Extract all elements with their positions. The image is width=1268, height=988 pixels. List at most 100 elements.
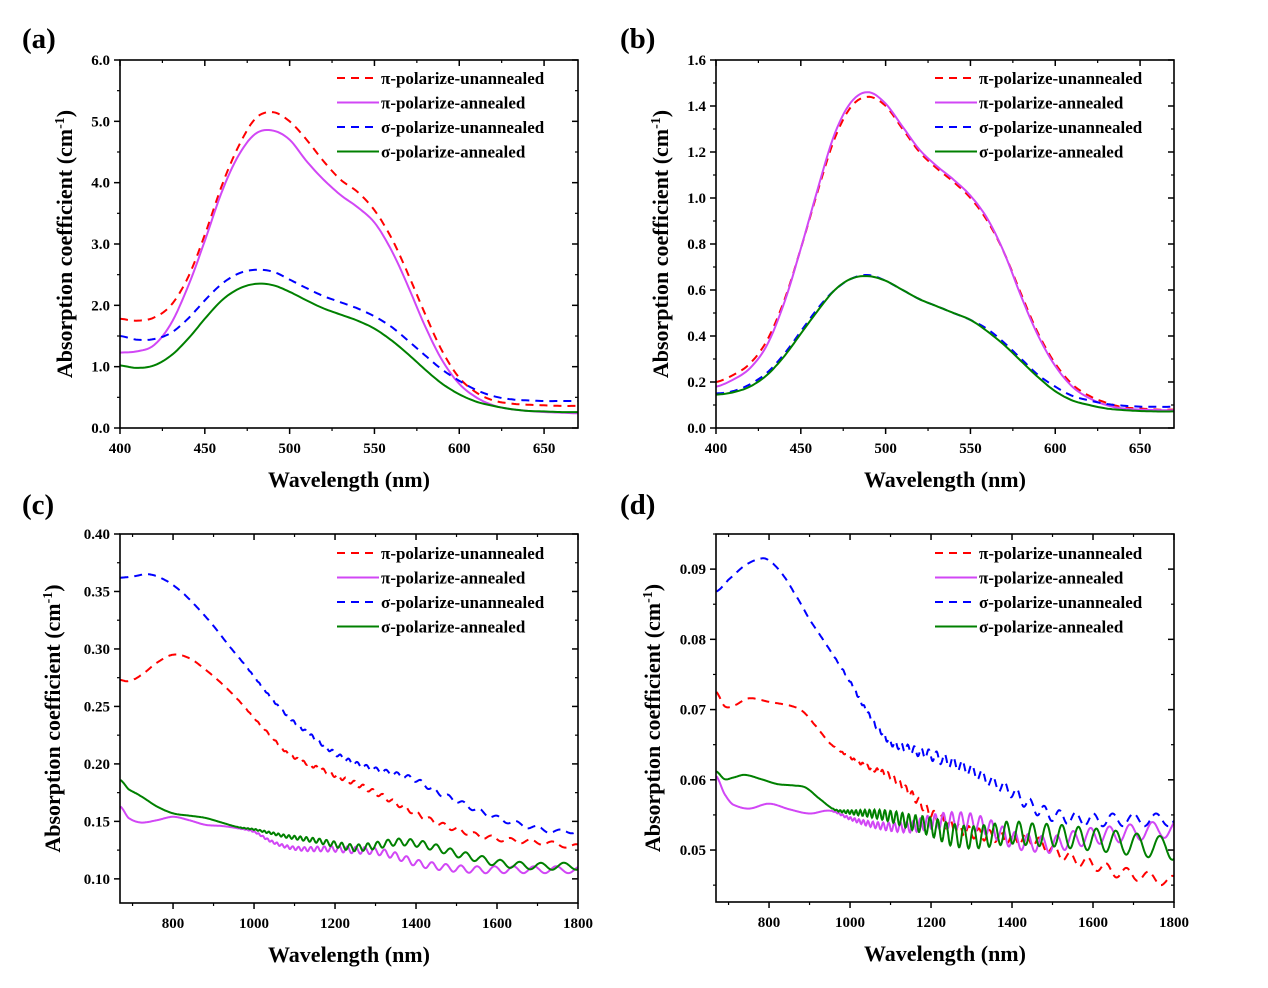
x-tick-label: 600	[1044, 441, 1067, 457]
x-tick-label: 1000	[835, 915, 865, 931]
panel-b: 400 450 500 550 600 650 0.0 0.2 0.4 0.6 0.8 1.0 1.2 1…	[620, 23, 1175, 492]
x-tick-label: 600	[448, 441, 471, 457]
y-tick-label: 2.0	[91, 298, 110, 314]
y-tick-label: 0.2	[687, 375, 706, 391]
x-tick-label: 400	[109, 441, 132, 457]
y-tick-label: 0.07	[680, 703, 707, 719]
y-tick-label: 6.0	[91, 53, 110, 69]
x-tick-label: 400	[705, 441, 728, 457]
legend-label: π-polarize-annealed	[979, 94, 1124, 113]
x-tick-label: 450	[194, 441, 217, 457]
series-line-sigma-unannealed	[120, 268, 578, 403]
legend-label: π-polarize-unannealed	[979, 544, 1143, 563]
x-tick-label: 450	[790, 441, 813, 457]
y-tick-label: 1.0	[91, 360, 110, 376]
x-tick-label: 650	[1129, 441, 1152, 457]
legend: π-polarize-unannealed π-polarize-annealed…	[337, 69, 545, 162]
series-line-pi-unannealed	[716, 691, 1174, 887]
panel-label: (b)	[620, 23, 655, 55]
legend-label: π-polarize-unannealed	[381, 544, 545, 563]
legend-label: σ-polarize-unannealed	[381, 118, 545, 137]
x-tick-label: 500	[874, 441, 897, 457]
y-tick-label: 0.8	[687, 237, 706, 253]
series-line-sigma-unannealed	[716, 557, 1174, 828]
y-tick-label: 4.0	[91, 176, 110, 192]
y-tick-label: 0.05	[680, 843, 706, 859]
y-tick-label: 0.40	[84, 527, 110, 543]
y-axis-title-superscript: -1	[53, 117, 68, 129]
panel-d: 800 1000 1200 1400 1600 1800 0.05 0.06 0.07 0.08 0…	[620, 489, 1189, 966]
y-tick-label: 0.35	[84, 584, 110, 600]
x-axis-title: Wavelength (nm)	[864, 941, 1026, 966]
series-line-sigma-annealed	[120, 282, 578, 414]
series-line-pi-annealed	[120, 805, 578, 875]
y-axis-title: Absorption coefficient (cm-1)	[640, 584, 665, 852]
plot-frame	[715, 59, 1175, 429]
y-tick-label: 0.20	[84, 757, 110, 773]
y-axis-title-close: )	[40, 584, 65, 591]
y-tick-label: 1.4	[687, 99, 706, 115]
y-tick-label: 1.6	[687, 53, 706, 69]
series-line-sigma-annealed	[716, 770, 1174, 861]
legend-label: π-polarize-unannealed	[979, 69, 1143, 88]
x-tick-label: 1400	[997, 915, 1027, 931]
x-tick-label: 550	[363, 441, 386, 457]
y-axis-title: Absorption coefficient (cm-1)	[648, 110, 673, 378]
x-tick-label: 1200	[916, 915, 946, 931]
y-axis-title-close: )	[640, 584, 665, 591]
y-axis-title: Absorption coefficient (cm-1)	[52, 110, 77, 378]
x-axis-title: Wavelength (nm)	[268, 942, 430, 967]
legend-label: σ-polarize-unannealed	[979, 593, 1143, 612]
panel-c: 800 1000 1200 1400 1600 1800 0.10 0.15 0.20 0.25 0…	[22, 489, 593, 967]
panel-label: (a)	[22, 23, 56, 55]
series-line-pi-unannealed	[120, 653, 578, 849]
x-tick-label: 800	[758, 915, 781, 931]
x-tick-label: 800	[162, 916, 185, 932]
legend-label: σ-polarize-unannealed	[381, 593, 545, 612]
series-group	[120, 110, 578, 415]
series-group	[716, 91, 1174, 413]
legend-label: π-polarize-annealed	[979, 569, 1124, 588]
y-tick-label: 0.15	[84, 814, 110, 830]
series-line-sigma-unannealed	[716, 274, 1174, 408]
series-line-pi-unannealed	[716, 95, 1174, 411]
plot-frame	[715, 533, 1175, 903]
x-tick-label: 1600	[1078, 915, 1108, 931]
y-axis-title-superscript: -1	[41, 592, 56, 604]
x-tick-label: 1600	[482, 916, 512, 932]
plot-frame	[119, 533, 579, 904]
y-tick-label: 3.0	[91, 237, 110, 253]
y-axis-title-superscript: -1	[641, 591, 656, 603]
x-tick-label: 1000	[239, 916, 269, 932]
x-tick-label: 650	[533, 441, 556, 457]
series-line-pi-annealed	[716, 91, 1174, 412]
y-tick-label: 0.06	[680, 773, 707, 789]
y-tick-label: 0.10	[84, 872, 110, 888]
y-axis-title-main: Absorption coefficient (cm	[640, 603, 665, 852]
y-axis-title-superscript: -1	[649, 117, 664, 129]
series-group	[716, 557, 1174, 887]
y-axis-title-close: )	[52, 110, 77, 117]
y-tick-label: 0.25	[84, 699, 110, 715]
legend-label: π-polarize-annealed	[381, 569, 526, 588]
y-tick-label: 0.6	[687, 283, 706, 299]
legend-label: σ-polarize-annealed	[381, 618, 526, 637]
y-tick-label: 1.0	[687, 191, 706, 207]
legend-label: σ-polarize-annealed	[979, 618, 1124, 637]
x-tick-label: 1800	[563, 916, 593, 932]
series-line-pi-unannealed	[120, 110, 578, 407]
series-line-sigma-annealed	[716, 275, 1174, 413]
x-tick-label: 500	[278, 441, 301, 457]
panel-label: (d)	[620, 489, 655, 521]
y-axis-title: Absorption coefficient (cm-1)	[40, 584, 65, 852]
legend-label: σ-polarize-unannealed	[979, 118, 1143, 137]
x-axis-title: Wavelength (nm)	[268, 467, 430, 492]
y-tick-label: 0.4	[687, 329, 706, 345]
y-tick-label: 0.08	[680, 632, 706, 648]
series-line-pi-annealed	[716, 775, 1174, 855]
legend: π-polarize-unannealed π-polarize-annealed…	[337, 544, 545, 637]
y-tick-label: 0.30	[84, 642, 110, 658]
y-axis-title-main: Absorption coefficient (cm	[52, 129, 77, 378]
y-tick-label: 0.0	[91, 421, 110, 437]
